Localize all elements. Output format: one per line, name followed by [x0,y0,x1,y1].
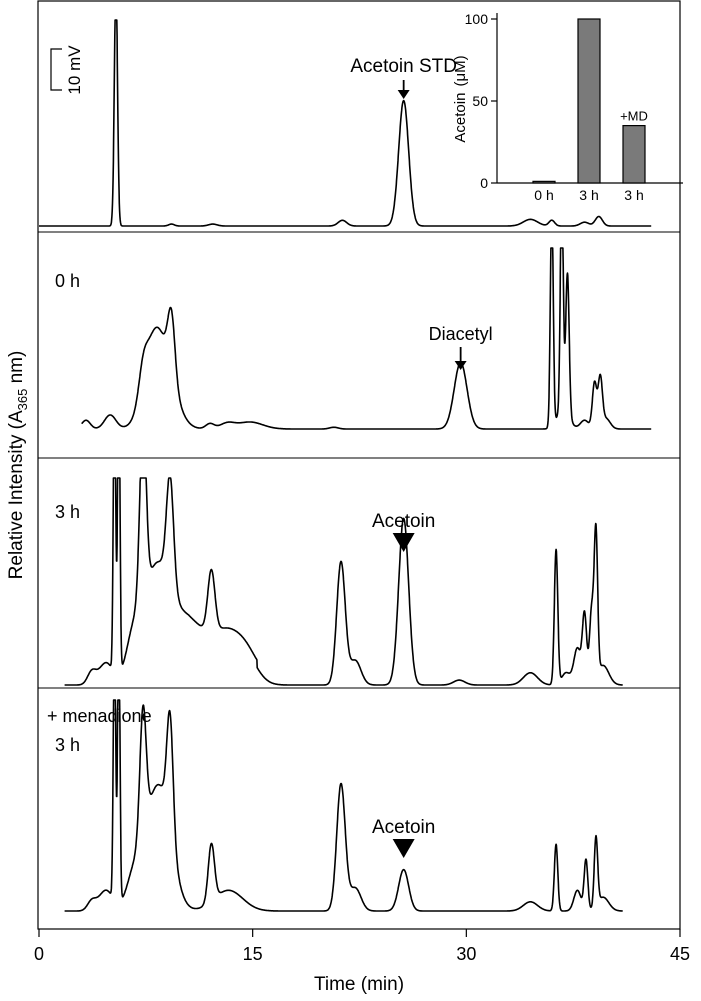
inset-bars: 0 h 3 h 3 h +MD [532,18,648,203]
annotation-arrow-md [392,839,415,858]
peak-annotations: Acetoin STD Diacetyl Acetoin Acetoin [350,56,493,858]
x-axis: 0 15 30 45 [34,929,690,964]
panel-label-0h: 0 h [55,271,80,291]
annotation-arrow-std [397,80,410,99]
trace-md [64,699,624,912]
inset-category-label: 3 h [624,187,643,203]
trace-0h [81,247,652,430]
inset-category-label: 0 h [534,187,553,203]
annotation-label-md: Acetoin [372,817,435,838]
trace-3h [64,477,624,686]
annotation-arrow-3h [392,533,415,552]
plot-frame [37,0,681,930]
annotation-label-std: Acetoin STD [350,56,457,77]
chromatogram-traces [38,19,652,912]
x-tick-label: 15 [243,944,263,964]
inset-y-tick-label: 100 [465,11,489,27]
x-tick-label: 45 [670,944,690,964]
inset-bar [577,18,601,184]
panel-label-menadione: + menadione [47,706,152,726]
x-axis-label: Time (min) [314,974,404,995]
inset-y-axis-label: Acetoin(μM) [452,55,469,142]
inset-axes: 0 50 100 [465,11,683,191]
y-axis-label: Relative Intensity (A365 nm) [6,351,30,580]
inset-category-label: 3 h [579,187,598,203]
inset-y-tick-label: 0 [480,175,488,191]
inset-bar-chart: Acetoin(μM) 0 50 100 0 h 3 h 3 h +MD [452,11,683,203]
scale-bar: 10 mV [50,45,84,95]
inset-y-tick-label: 50 [472,93,488,109]
annotation-arrow-0h [454,347,467,370]
trace-std [38,19,652,227]
annotation-label-0h: Diacetyl [429,324,493,344]
x-tick-label: 0 [34,944,44,964]
annotation-label-3h: Acetoin [372,511,435,532]
panel-sublabel-menadione: 3 h [55,735,80,755]
inset-bar [622,124,646,184]
x-tick-label: 30 [456,944,476,964]
panel-label-3h: 3 h [55,502,80,522]
scale-bar-label: 10 mV [65,45,84,95]
inset-bar [532,180,556,184]
inset-bar-label: +MD [620,109,648,124]
